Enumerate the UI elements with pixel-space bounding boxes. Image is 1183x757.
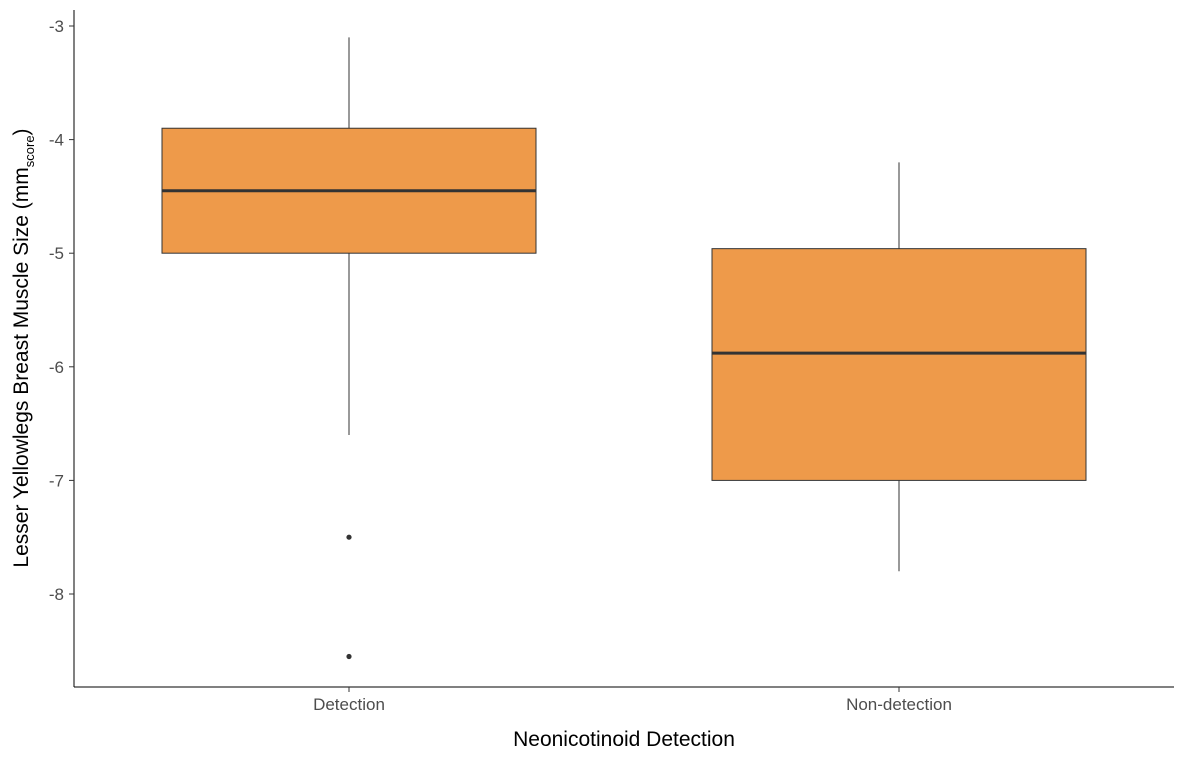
y-axis-title: Lesser Yellowlegs Breast Muscle Size (mm… bbox=[10, 128, 37, 567]
y-tick-label: -5 bbox=[49, 244, 64, 263]
box-group bbox=[711, 162, 1087, 572]
outlier-point bbox=[346, 653, 352, 660]
box-group bbox=[161, 37, 537, 660]
y-axis-ticks: -3 -4 -5 -6 -7 -8 bbox=[49, 17, 74, 604]
x-axis-title: Neonicotinoid Detection bbox=[513, 728, 735, 751]
x-axis-ticks: Detection Non-detection bbox=[313, 687, 952, 714]
y-tick-label: -4 bbox=[49, 131, 64, 150]
y-tick-label: -6 bbox=[49, 358, 64, 377]
plot-area bbox=[161, 37, 1087, 660]
y-tick-label: -8 bbox=[49, 585, 64, 604]
x-tick-label: Detection bbox=[313, 695, 385, 714]
y-axis-title-subscript: score bbox=[22, 135, 37, 167]
outlier-point bbox=[346, 534, 352, 540]
x-tick-label: Non-detection bbox=[846, 695, 952, 714]
y-axis-title-main: Lesser Yellowlegs Breast Muscle Size (mm bbox=[10, 167, 33, 567]
box-iqr bbox=[711, 248, 1087, 481]
y-axis-title-close: ) bbox=[10, 128, 33, 135]
y-tick-label: -3 bbox=[49, 17, 64, 36]
y-tick-label: -7 bbox=[49, 471, 64, 490]
